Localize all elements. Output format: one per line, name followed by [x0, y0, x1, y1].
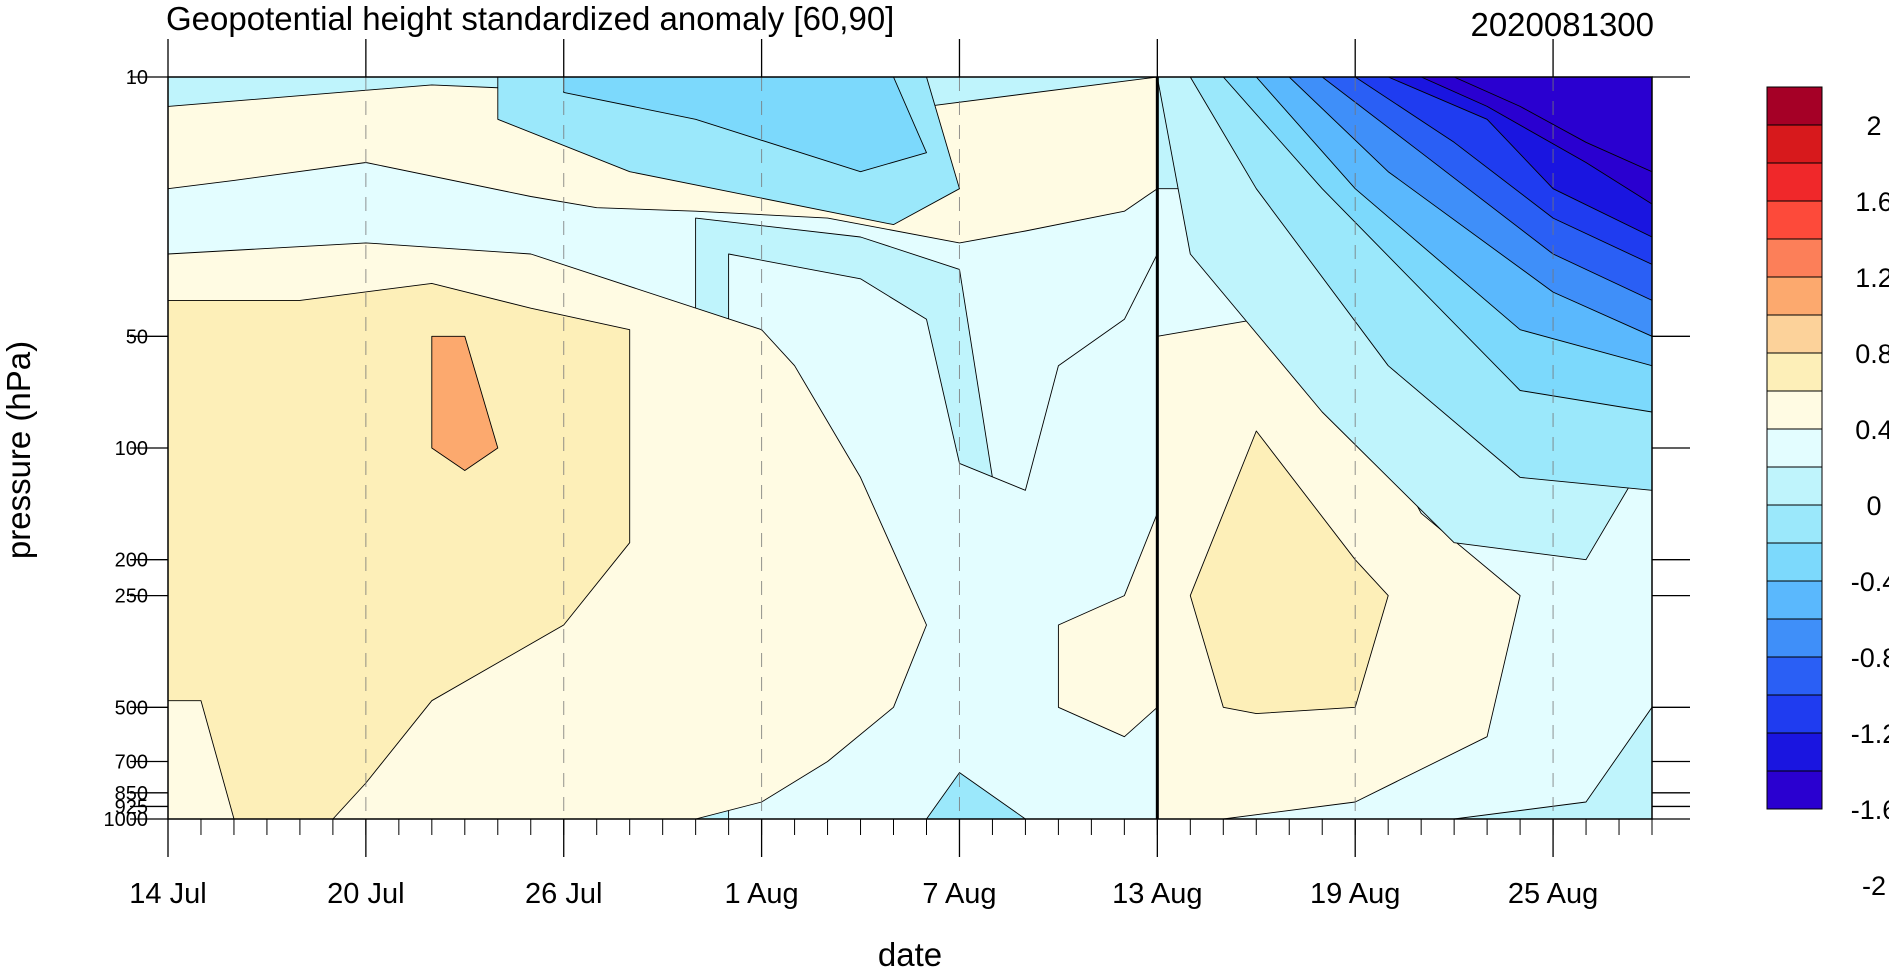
colorbar-label: 2	[1866, 111, 1881, 141]
x-axis: 14 Jul 20 Jul 26 Jul 1 Aug 7 Aug 13 Aug 19 Aug…	[129, 39, 1653, 910]
colorbar-swatch	[1766, 542, 1823, 582]
y-tick-label: 700	[115, 752, 148, 774]
y-tick-label: 250	[115, 586, 148, 608]
x-tick-label: 25 Aug	[1508, 878, 1598, 910]
plot-area	[168, 77, 1652, 819]
colorbar-label: 0.8	[1855, 339, 1889, 369]
colorbar-label: 1.6	[1855, 187, 1889, 217]
x-tick-label: 19 Aug	[1310, 878, 1400, 910]
colorbar-label: -0.8	[1851, 643, 1889, 673]
y-axis-title: pressure (hPa)	[0, 341, 37, 559]
contour-zone-14	[926, 772, 1026, 819]
colorbar-swatch	[1766, 466, 1823, 506]
colorbar-swatch	[1766, 390, 1823, 430]
colorbar-swatch	[1766, 352, 1823, 392]
x-tick-label: 1 Aug	[725, 878, 799, 910]
colorbar-swatch	[1766, 86, 1823, 126]
contour-zone-8	[1189, 430, 1389, 715]
x-tick-label: 13 Aug	[1112, 878, 1202, 910]
colorbar-swatch	[1766, 618, 1823, 658]
colorbar-swatch	[1766, 694, 1823, 734]
colorbar-swatch	[1766, 656, 1823, 696]
y-tick-label: 500	[115, 697, 148, 719]
colorbar-swatch	[1766, 770, 1823, 810]
plot-frame	[167, 76, 1653, 820]
contour-zone-7	[168, 282, 631, 819]
y-tick-label: 10	[126, 67, 148, 89]
colorbar-swatch	[1766, 504, 1823, 544]
y-tick-label: 50	[126, 326, 148, 348]
x-tick-label: 26 Jul	[525, 878, 602, 910]
y-tick-label: 100	[115, 438, 148, 460]
colorbar-swatch	[1766, 124, 1823, 164]
y-tick-label: 200	[115, 550, 148, 572]
colorbar-label: -2	[1862, 871, 1886, 901]
x-tick-label: 14 Jul	[129, 878, 206, 910]
date-label: 2020081300	[1470, 6, 1654, 43]
colorbar-label: 1.2	[1855, 263, 1889, 293]
x-tick-label: 7 Aug	[922, 878, 996, 910]
colorbar-swatch	[1766, 200, 1823, 240]
x-tick-label: 20 Jul	[327, 878, 404, 910]
colorbar-swatch	[1766, 580, 1823, 620]
colorbar-label: -1.2	[1851, 719, 1889, 749]
y-tick-label: 1000	[104, 809, 149, 831]
colorbar-label: -0.4	[1851, 567, 1889, 597]
colorbar-swatch	[1766, 732, 1823, 772]
y-tick-label: 925	[115, 796, 148, 818]
contour-zone-23	[1453, 77, 1652, 173]
colorbar-swatch	[1766, 276, 1823, 316]
colorbar-swatch	[1766, 314, 1823, 354]
chart-title: Geopotential height standardized anomaly…	[166, 0, 894, 37]
colorbar-label: 0.4	[1855, 415, 1889, 445]
contour-zone-15	[563, 77, 927, 173]
contour-zone-11	[1453, 706, 1652, 819]
colorbar-swatch	[1766, 162, 1823, 202]
colorbar-swatch	[1766, 428, 1823, 468]
colorbar-label: -1.6	[1851, 795, 1889, 825]
colorbar-label: 0	[1866, 491, 1881, 521]
x-axis-title: date	[878, 936, 942, 969]
y-tick-label: 850	[115, 783, 148, 805]
contour-zone-9	[431, 335, 499, 471]
colorbar-swatch	[1766, 238, 1823, 278]
colorbar: 2 1.6 1.2 0.8 0.4 0 -0.4 -0.8 -1.2 -1.6 -2	[1766, 86, 1889, 901]
